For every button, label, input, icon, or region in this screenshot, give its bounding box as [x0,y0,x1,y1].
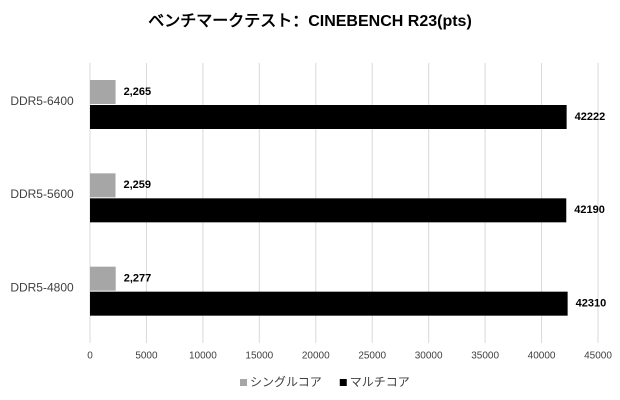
bar [90,105,567,129]
legend-label: シングルコア [250,375,322,389]
y-tick-label: DDR5-6400 [10,94,74,108]
x-tick-label: 0 [87,351,93,362]
y-tick-label: DDR5-5600 [10,187,74,201]
x-tick-label: 30000 [415,351,443,362]
legend-swatch [339,379,347,386]
bar [90,198,567,223]
x-tick-label: 5000 [135,351,158,362]
x-tick-label: 25000 [358,351,386,362]
x-tick-label: 20000 [302,351,330,362]
x-tick-label: 45000 [584,351,612,362]
x-tick-label: 35000 [471,351,499,362]
bar [90,291,568,316]
legend-swatch [240,379,247,386]
value-label: 42190 [574,204,605,216]
bar [90,173,116,198]
x-tick-label: 15000 [245,351,273,362]
value-label: 42310 [576,298,607,310]
value-label: 2,277 [124,273,152,285]
legend-label: マルチコア [350,375,410,389]
value-label: 42222 [575,111,606,123]
value-label: 2,265 [124,86,152,98]
chart-title: ベンチマークテスト：CINEBENCH R23(pts) [148,12,472,30]
y-tick-label: DDR5-4800 [10,281,74,295]
bar [90,80,116,104]
bar [90,266,116,291]
x-tick-label: 10000 [189,351,217,362]
x-tick-label: 40000 [528,351,556,362]
value-label: 2,259 [124,179,152,191]
